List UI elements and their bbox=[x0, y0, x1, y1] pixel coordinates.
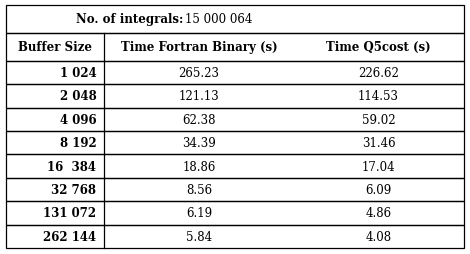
Text: 15 000 064: 15 000 064 bbox=[185, 13, 252, 26]
Bar bbox=[6, 132, 464, 155]
Text: 4.86: 4.86 bbox=[366, 207, 392, 219]
Text: 6.09: 6.09 bbox=[366, 183, 392, 196]
Text: 121.13: 121.13 bbox=[179, 90, 219, 103]
Text: 4.08: 4.08 bbox=[366, 230, 392, 243]
Text: 262 144: 262 144 bbox=[43, 230, 96, 243]
Text: Time Q5cost (s): Time Q5cost (s) bbox=[326, 41, 431, 54]
Text: 265.23: 265.23 bbox=[178, 67, 219, 80]
Bar bbox=[6, 85, 464, 108]
Text: 32 768: 32 768 bbox=[52, 183, 96, 196]
Text: 114.53: 114.53 bbox=[358, 90, 399, 103]
Text: 131 072: 131 072 bbox=[43, 207, 96, 219]
Bar bbox=[6, 155, 464, 178]
Text: 4 096: 4 096 bbox=[60, 114, 96, 126]
Text: 31.46: 31.46 bbox=[362, 137, 395, 150]
Bar bbox=[6, 178, 464, 201]
Bar bbox=[6, 225, 464, 248]
Text: 5.84: 5.84 bbox=[186, 230, 212, 243]
Text: 1 024: 1 024 bbox=[60, 67, 96, 80]
Text: 62.38: 62.38 bbox=[182, 114, 216, 126]
Text: 2 048: 2 048 bbox=[60, 90, 96, 103]
Text: 226.62: 226.62 bbox=[358, 67, 399, 80]
Text: 8.56: 8.56 bbox=[186, 183, 212, 196]
Text: 34.39: 34.39 bbox=[182, 137, 216, 150]
Text: 18.86: 18.86 bbox=[182, 160, 216, 173]
Text: Time Fortran Binary (s): Time Fortran Binary (s) bbox=[120, 41, 277, 54]
Text: Buffer Size: Buffer Size bbox=[18, 41, 92, 54]
Bar bbox=[6, 201, 464, 225]
Text: No. of integrals:: No. of integrals: bbox=[76, 13, 183, 26]
Text: 6.19: 6.19 bbox=[186, 207, 212, 219]
Text: 59.02: 59.02 bbox=[362, 114, 395, 126]
Bar bbox=[6, 108, 464, 132]
Text: 16  384: 16 384 bbox=[47, 160, 96, 173]
Text: 17.04: 17.04 bbox=[362, 160, 395, 173]
Text: 8 192: 8 192 bbox=[60, 137, 96, 150]
Bar bbox=[6, 62, 464, 85]
